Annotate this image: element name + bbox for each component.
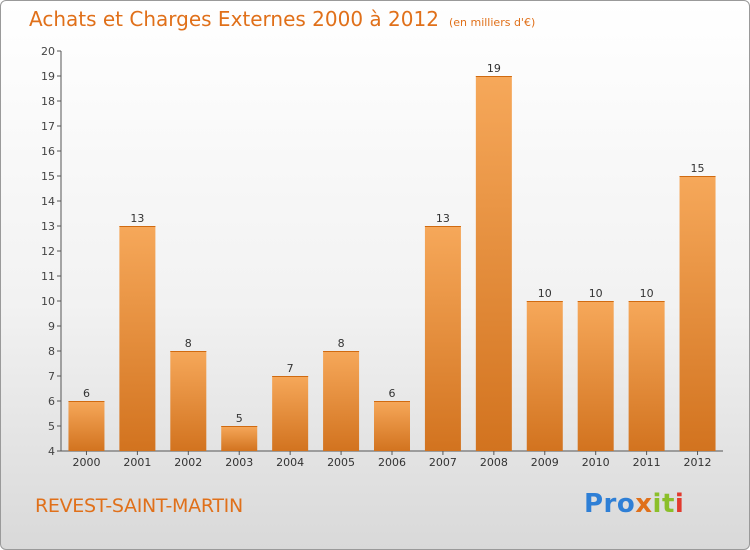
y-tick-label: 5 [48,420,55,433]
data-label: 10 [538,287,552,300]
bar [68,401,105,451]
y-tick-label: 17 [41,120,55,133]
bar [119,226,156,451]
x-tick-label: 2006 [378,456,406,469]
logo-part-4: i [674,489,685,519]
y-tick-label: 8 [48,345,55,358]
bar [221,426,258,451]
y-tick-label: 9 [48,320,55,333]
x-tick-label: 2002 [174,456,202,469]
logo-part-3: it [652,489,675,519]
data-label: 10 [640,287,654,300]
chart-title: Achats et Charges Externes 2000 à 2012 (e… [29,7,535,31]
y-tick-label: 10 [41,295,55,308]
y-tick-label: 11 [41,270,55,283]
bar [526,301,563,451]
bar [374,401,410,451]
y-tick-label: 14 [41,195,55,208]
y-tick-label: 18 [41,95,55,108]
x-tick-label: 2000 [72,456,100,469]
data-label: 8 [185,337,192,350]
x-tick-label: 2001 [123,456,151,469]
y-tick-label: 6 [48,395,55,408]
y-tick-label: 16 [41,145,55,158]
x-tick-label: 2012 [684,456,712,469]
y-tick-label: 7 [48,370,55,383]
data-label: 5 [236,412,243,425]
y-tick-label: 4 [48,445,55,458]
data-label: 8 [338,337,345,350]
bar [272,376,309,451]
y-tick-label: 15 [41,170,55,183]
data-label: 6 [83,387,90,400]
x-tick-label: 2008 [480,456,508,469]
logo-part-1: Pro [584,489,636,519]
city-name: REVEST-SAINT-MARTIN [35,495,243,517]
bar [424,226,461,451]
data-label: 10 [589,287,603,300]
x-tick-label: 2007 [429,456,457,469]
logo-part-2: x [635,489,653,519]
x-tick-label: 2005 [327,456,355,469]
data-label: 13 [436,212,450,225]
bar [577,301,614,451]
x-tick-label: 2010 [582,456,610,469]
bar [170,351,207,451]
proxiti-logo: Proxiti [584,489,684,519]
bar [679,176,716,451]
x-tick-label: 2011 [633,456,661,469]
bar [628,301,665,451]
x-tick-label: 2003 [225,456,253,469]
x-tick-label: 2004 [276,456,304,469]
data-label: 13 [130,212,144,225]
chart-title-text: Achats et Charges Externes 2000 à 2012 [29,7,439,31]
y-tick-label: 20 [41,45,55,58]
y-tick-label: 13 [41,220,55,233]
y-tick-label: 12 [41,245,55,258]
y-tick-label: 19 [41,70,55,83]
bar [323,351,360,451]
data-label: 15 [691,162,705,175]
data-label: 19 [487,62,501,75]
data-label: 6 [389,387,396,400]
x-tick-label: 2009 [531,456,559,469]
bar [475,76,512,451]
chart-subtitle: (en milliers d'€) [448,16,536,29]
data-label: 7 [287,362,294,375]
